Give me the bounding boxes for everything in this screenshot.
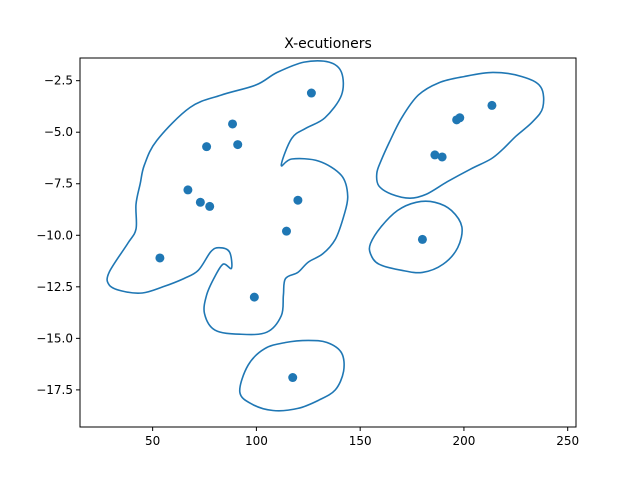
data-point-17 — [455, 113, 465, 123]
data-point-3 — [202, 142, 212, 152]
y-tick-label: −10.0 — [36, 228, 73, 242]
data-point-18 — [487, 100, 497, 110]
x-tick-label: 200 — [452, 434, 475, 448]
data-point-4 — [233, 140, 243, 150]
data-point-13 — [417, 234, 427, 244]
x-tick-label: 50 — [145, 434, 160, 448]
data-point-12 — [288, 373, 298, 383]
data-point-8 — [293, 195, 303, 205]
points-layer — [155, 88, 497, 383]
x-tick-label: 150 — [349, 434, 372, 448]
data-point-5 — [183, 185, 193, 195]
plot-area-frame — [79, 57, 577, 428]
data-point-15 — [437, 152, 447, 162]
y-tick-label: −15.0 — [36, 331, 73, 345]
y-axis: −2.5 −5.0 −7.5 −10.0 −12.5 −15.0 −17.5 — [36, 74, 80, 397]
contour-line-2 — [375, 71, 545, 199]
y-tick-label: −7.5 — [44, 177, 73, 191]
contours-layer — [106, 60, 545, 412]
x-tick-label: 250 — [556, 434, 579, 448]
data-point-14 — [430, 150, 440, 160]
data-point-7 — [205, 201, 215, 211]
x-tick-label: 100 — [245, 434, 268, 448]
chart-title: X-ecutioners — [284, 36, 372, 52]
data-point-2 — [228, 119, 238, 129]
data-point-10 — [155, 253, 165, 263]
contour-line-3 — [368, 200, 463, 274]
data-point-6 — [195, 197, 205, 207]
y-tick-label: −2.5 — [44, 74, 73, 88]
contour-line-4 — [238, 339, 345, 412]
y-tick-label: −17.5 — [36, 383, 73, 397]
data-point-1 — [306, 88, 316, 98]
y-tick-label: −5.0 — [44, 125, 73, 139]
data-point-11 — [249, 292, 259, 302]
data-point-9 — [281, 226, 291, 236]
contour-line-1 — [106, 60, 349, 336]
x-axis: 50 100 150 200 250 — [145, 427, 579, 448]
y-tick-label: −12.5 — [36, 280, 73, 294]
